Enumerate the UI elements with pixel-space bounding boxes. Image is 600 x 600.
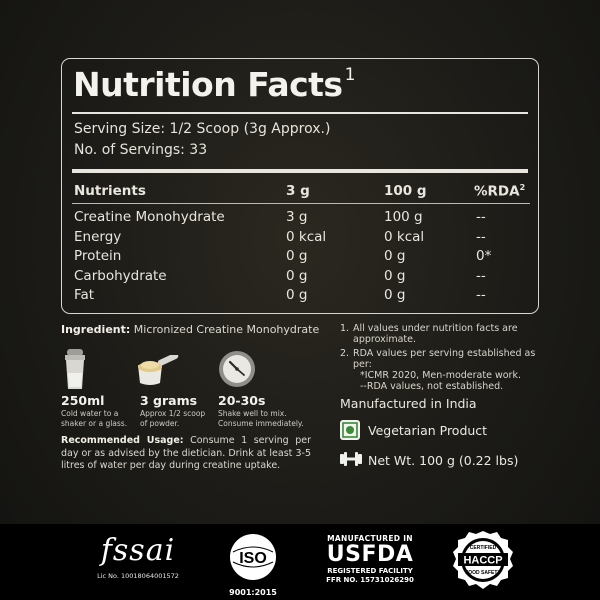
header-nutrients: Nutrients [74,183,146,199]
nutrient-row: Fat 0 g 0 g -- [74,287,528,307]
divider [72,112,528,114]
svg-text:CERTIFIED: CERTIFIED [470,545,497,551]
stat-powder: 3 grams Approx 1/2 scoop of powder. [140,393,206,428]
header-rda: %RDA2 [474,183,526,200]
rda-value: -- [476,267,486,284]
dumbbell-icon [340,451,362,471]
table-header: Nutrients 3 g 100 g %RDA2 [74,183,528,209]
iso-logo: ISO 9001:2015 [222,532,284,597]
stat-water: 250ml Cold water to a shaker or a glass. [61,393,128,428]
footnote-2b: --RDA values, not established. [360,381,504,392]
value-per-100g: 0 g [384,248,406,264]
vegetarian-product: Vegetarian Product [368,423,488,438]
rda-value: -- [476,287,486,303]
stat-shake: 20-30s Shake well to mix. Consume immedi… [218,393,304,428]
footnote-2a: *ICMR 2020, Men-moderate work. [360,370,521,381]
recommended-usage: Recommended Usage: Consume 1 serving per… [61,435,312,471]
svg-text:HACCP: HACCP [463,555,502,567]
nutrient-table: Nutrients 3 g 100 g %RDA2 Creatine Monoh… [72,183,530,307]
nutrient-name: Carbohydrate [74,267,167,284]
ingredient-line: Ingredient: Micronized Creatine Monohydr… [61,323,320,336]
nutrient-name: Fat [74,287,95,303]
manufactured-in-india: Manufactured in India [340,396,477,411]
value-per-100g: 100 g [384,209,423,225]
footnote-1: All values under nutrition facts are app… [353,323,518,345]
nutrient-row: Protein 0 g 0 g 0* [74,248,528,268]
svg-text:FOOD SAFETY: FOOD SAFETY [465,570,501,576]
nutrition-facts-panel: Nutrition Facts 1 Serving Size: 1/2 Scoop… [61,58,539,314]
value-per-serving: 0 g [286,267,308,284]
certification-footer: fssai Lic No. 10018064001572 ISO 9001:20… [0,524,600,600]
net-weight: Net Wt. 100 g (0.22 lbs) [368,453,519,468]
iso-number: 9001:2015 [229,588,277,597]
value-per-serving: 0 kcal [286,228,327,245]
value-per-100g: 0 kcal [384,228,425,245]
nutrient-name: Energy [74,228,122,245]
value-per-serving: 3 g [286,209,308,225]
serving-size: Serving Size: 1/2 Scoop (3g Approx.) [74,121,331,137]
footnote-2: RDA values per serving established as pe… [353,348,536,370]
nutrient-row: Energy 0 kcal 0 kcal -- [74,229,528,249]
divider-thick [72,169,528,173]
fssai-logo: fssai Lic No. 10018064001572 [88,534,188,581]
header-3g: 3 g [286,183,310,199]
nutrient-name: Creatine Monohydrate [74,209,225,225]
nutrition-facts-title: Nutrition Facts 1 [73,65,355,104]
header-100g: 100 g [384,183,427,199]
veg-symbol-icon [340,420,360,444]
title-footnote-marker: 1 [344,65,356,85]
scoop-icon [136,352,180,391]
rda-value: -- [476,228,486,245]
value-per-serving: 0 g [286,287,308,303]
value-per-100g: 0 g [384,267,406,284]
fssai-license: Lic No. 10018064001572 [97,572,179,580]
value-per-serving: 0 g [286,248,308,264]
nutrient-row: Creatine Monohydrate 3 g 100 g -- [74,209,528,229]
svg-text:ISO: ISO [239,550,267,567]
usfda-logo: MANUFACTURED IN USFDA REGISTERED FACILIT… [326,534,414,584]
clock-icon [218,350,256,392]
rda-value: -- [476,209,486,225]
haccp-logo: HACCP CERTIFIED FOOD SAFETY [448,529,518,599]
footnotes: 1. All values under nutrition facts are a… [340,323,555,392]
value-per-100g: 0 g [384,287,406,303]
nutrient-name: Protein [74,248,122,264]
rda-value: 0* [476,248,492,264]
shaker-icon [64,349,86,395]
nutrient-row: Carbohydrate 0 g 0 g -- [74,268,528,288]
header-divider [72,203,530,204]
servings-count: No. of Servings: 33 [74,142,208,158]
